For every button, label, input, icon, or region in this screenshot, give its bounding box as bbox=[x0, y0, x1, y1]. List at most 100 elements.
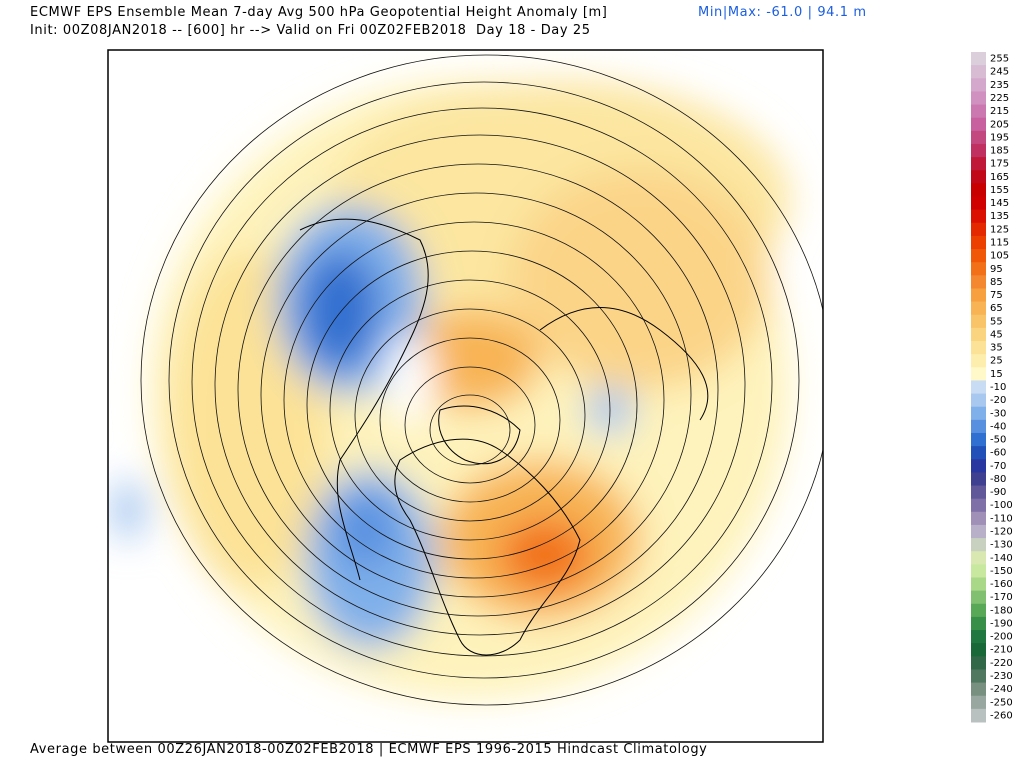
colorbar-label: -130 bbox=[990, 540, 1013, 551]
colorbar-swatch bbox=[971, 459, 986, 473]
colorbar-swatch bbox=[971, 643, 986, 657]
colorbar-swatch bbox=[971, 327, 986, 342]
colorbar-label: -40 bbox=[990, 421, 1006, 432]
colorbar-swatch bbox=[971, 590, 986, 605]
colorbar-swatch bbox=[971, 170, 986, 184]
colorbar-swatch bbox=[971, 538, 986, 552]
colorbar-label: -240 bbox=[990, 684, 1013, 695]
colorbar-swatch bbox=[971, 65, 986, 79]
colorbar-label: 65 bbox=[990, 303, 1003, 314]
colorbar-label: -160 bbox=[990, 579, 1013, 590]
anomaly-field bbox=[108, 50, 823, 742]
colorbar-swatch bbox=[971, 432, 986, 447]
colorbar-swatch bbox=[971, 656, 986, 670]
colorbar-label: 85 bbox=[990, 277, 1003, 288]
colorbar-label: -30 bbox=[990, 408, 1006, 419]
colorbar-swatch bbox=[971, 616, 986, 631]
colorbar-swatch bbox=[971, 354, 986, 368]
colorbar-label: 165 bbox=[990, 172, 1009, 183]
colorbar-swatch bbox=[971, 249, 986, 263]
colorbar-label: -70 bbox=[990, 461, 1006, 472]
colorbar-label: 255 bbox=[990, 54, 1009, 65]
colorbar: 255 245 235 225 215 205 195 185 175 165 155 145 135 1… bbox=[971, 52, 1013, 723]
init-line: Init: 00Z08JAN2018 -- [600] hr --> Valid… bbox=[30, 23, 591, 38]
colorbar-swatch bbox=[971, 669, 986, 684]
colorbar-label: 25 bbox=[990, 356, 1003, 367]
colorbar-swatch bbox=[971, 196, 986, 211]
colorbar-swatch bbox=[971, 485, 986, 500]
colorbar-swatch bbox=[971, 275, 986, 289]
colorbar-swatch bbox=[971, 235, 986, 250]
colorbar-swatch bbox=[971, 183, 986, 198]
colorbar-label: -150 bbox=[990, 566, 1013, 577]
colorbar-label: 235 bbox=[990, 80, 1009, 91]
colorbar-swatch bbox=[971, 143, 986, 158]
colorbar-label: 205 bbox=[990, 119, 1009, 130]
colorbar-swatch bbox=[971, 91, 986, 106]
colorbar-swatch bbox=[971, 222, 986, 237]
colorbar-swatch bbox=[971, 603, 986, 618]
min-max: Min|Max: -61.0 | 94.1 m bbox=[698, 5, 867, 20]
colorbar-swatch bbox=[971, 157, 986, 171]
colorbar-label: -60 bbox=[990, 448, 1006, 459]
colorbar-swatch bbox=[971, 52, 986, 66]
colorbar-label: 105 bbox=[990, 251, 1009, 262]
colorbar-label: -20 bbox=[990, 395, 1006, 406]
colorbar-label: -110 bbox=[990, 513, 1013, 524]
colorbar-swatch bbox=[971, 630, 986, 644]
title: ECMWF EPS Ensemble Mean 7-day Avg 500 hP… bbox=[30, 5, 608, 20]
colorbar-swatch bbox=[971, 367, 986, 381]
colorbar-swatch bbox=[971, 511, 986, 526]
colorbar-label: -90 bbox=[990, 487, 1006, 498]
colorbar-label: -120 bbox=[990, 527, 1013, 538]
colorbar-label: -80 bbox=[990, 474, 1006, 485]
colorbar-label: -100 bbox=[990, 500, 1013, 511]
colorbar-label: -10 bbox=[990, 382, 1006, 393]
colorbar-label: -50 bbox=[990, 435, 1006, 446]
colorbar-swatch bbox=[971, 301, 986, 316]
colorbar-label: -170 bbox=[990, 592, 1013, 603]
colorbar-label: 175 bbox=[990, 159, 1009, 170]
footer: Average between 00Z26JAN2018-00Z02FEB201… bbox=[30, 742, 708, 757]
colorbar-swatch bbox=[971, 695, 986, 710]
colorbar-label: -220 bbox=[990, 658, 1013, 669]
colorbar-label: -180 bbox=[990, 605, 1013, 616]
colorbar-label: 215 bbox=[990, 106, 1009, 117]
colorbar-swatch bbox=[971, 577, 986, 592]
colorbar-swatch bbox=[971, 406, 986, 421]
colorbar-label: -230 bbox=[990, 671, 1013, 682]
colorbar-label: 145 bbox=[990, 198, 1009, 209]
colorbar-swatch bbox=[971, 708, 986, 723]
colorbar-swatch bbox=[971, 524, 986, 539]
colorbar-label: -200 bbox=[990, 632, 1013, 643]
colorbar-label: -190 bbox=[990, 618, 1013, 629]
contours bbox=[140, 54, 823, 706]
colorbar-label: -260 bbox=[990, 710, 1013, 721]
colorbar-swatch bbox=[971, 314, 986, 329]
colorbar-swatch bbox=[971, 130, 986, 145]
colorbar-swatch bbox=[971, 472, 986, 487]
coastlines bbox=[299, 218, 709, 656]
colorbar-swatch bbox=[971, 288, 986, 303]
colorbar-swatch bbox=[971, 380, 986, 395]
colorbar-swatch bbox=[971, 564, 986, 578]
colorbar-label: -250 bbox=[990, 697, 1013, 708]
colorbar-label: 125 bbox=[990, 224, 1009, 235]
colorbar-label: 15 bbox=[990, 369, 1003, 380]
colorbar-swatch bbox=[971, 262, 986, 276]
colorbar-label: -140 bbox=[990, 553, 1013, 564]
colorbar-swatch bbox=[971, 393, 986, 408]
colorbar-swatch bbox=[971, 682, 986, 697]
colorbar-swatch bbox=[971, 209, 986, 224]
colorbar-label: -210 bbox=[990, 645, 1013, 656]
colorbar-label: 75 bbox=[990, 290, 1003, 301]
colorbar-label: 195 bbox=[990, 132, 1009, 143]
colorbar-label: 225 bbox=[990, 93, 1009, 104]
colorbar-swatch bbox=[971, 551, 986, 565]
colorbar-swatch bbox=[971, 78, 986, 92]
colorbar-label: 45 bbox=[990, 329, 1003, 340]
colorbar-label: 55 bbox=[990, 316, 1003, 327]
colorbar-label: 245 bbox=[990, 67, 1009, 78]
